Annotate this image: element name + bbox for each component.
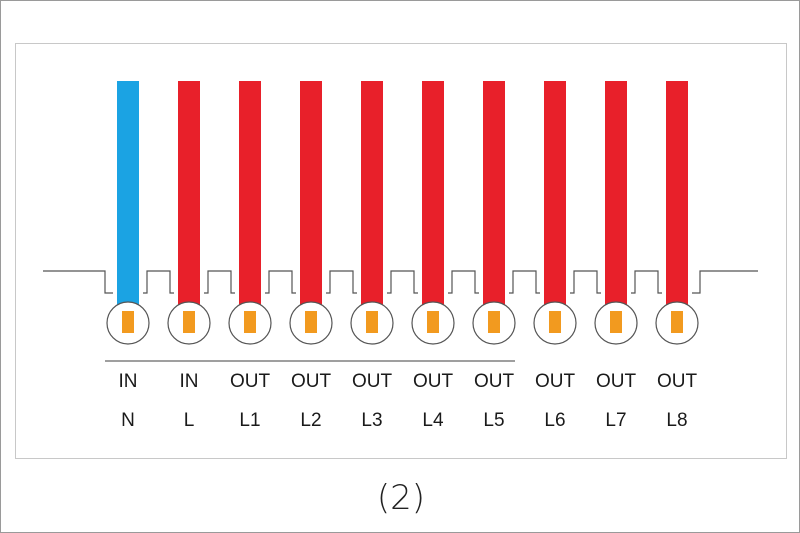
terminal-contact-l (183, 311, 195, 333)
wire-l4 (422, 81, 444, 309)
terminal-line-label-l5: L5 (483, 410, 504, 431)
wire-l (178, 81, 200, 309)
screw-terminal-l5 (472, 301, 516, 345)
terminal-contact-l1 (244, 311, 256, 333)
terminal-contact-l7 (610, 311, 622, 333)
diagram-frame (15, 43, 787, 459)
terminal-line-label-l4: L4 (422, 410, 444, 431)
terminal-type-label-l2: OUT (291, 371, 332, 392)
terminal-housing-outline (43, 270, 758, 294)
screw-terminal-l3 (350, 301, 394, 345)
terminal-contact-l2 (305, 311, 317, 333)
screw-terminal-l1 (228, 301, 272, 345)
terminal-type-label-n: IN (119, 371, 138, 392)
terminal-type-label-l1: OUT (230, 371, 271, 392)
labels-group: IN N IN L OUT L1 OUT L2 OUT L3 OUT L4 OUT L5 OUT L6 OUT L… (119, 371, 698, 431)
terminal-contact-l8 (671, 311, 683, 333)
screw-terminal-l6 (533, 301, 577, 345)
terminal-type-label-l6: OUT (535, 371, 576, 392)
screws-group (106, 301, 699, 345)
terminal-line-label-l: L (184, 410, 195, 431)
terminal-contact-l5 (488, 311, 500, 333)
screw-terminal-l4 (411, 301, 455, 345)
terminal-type-label-l8: OUT (657, 371, 698, 392)
wire-l1 (239, 81, 261, 309)
terminal-type-label-l5: OUT (474, 371, 515, 392)
terminal-type-label-l4: OUT (413, 371, 454, 392)
terminal-line-label-l8: L8 (666, 410, 687, 431)
terminal-type-label-l3: OUT (352, 371, 393, 392)
screw-terminal-n (106, 301, 150, 345)
wire-l8 (666, 81, 688, 309)
terminal-contact-l4 (427, 311, 439, 333)
screw-terminal-l8 (655, 301, 699, 345)
terminal-type-label-l7: OUT (596, 371, 637, 392)
wire-l2 (300, 81, 322, 309)
wires-group (117, 81, 688, 309)
wire-l7 (605, 81, 627, 309)
screw-terminal-l2 (289, 301, 333, 345)
screw-terminal-l7 (594, 301, 638, 345)
terminal-line-label-n: N (121, 410, 135, 431)
terminal-line-label-l3: L3 (361, 410, 382, 431)
terminal-line-label-l1: L1 (239, 410, 260, 431)
wire-n (117, 81, 139, 309)
terminal-contact-l3 (366, 311, 378, 333)
screw-terminal-l (167, 301, 211, 345)
wire-l3 (361, 81, 383, 309)
figure-caption: (2) (377, 478, 425, 518)
terminal-line-label-l7: L7 (605, 410, 626, 431)
terminal-line-label-l6: L6 (544, 410, 565, 431)
wire-l6 (544, 81, 566, 309)
terminal-type-label-l: IN (180, 371, 199, 392)
wire-l5 (483, 81, 505, 309)
terminal-contact-n (122, 311, 134, 333)
terminal-contact-l6 (549, 311, 561, 333)
terminal-line-label-l2: L2 (300, 410, 321, 431)
